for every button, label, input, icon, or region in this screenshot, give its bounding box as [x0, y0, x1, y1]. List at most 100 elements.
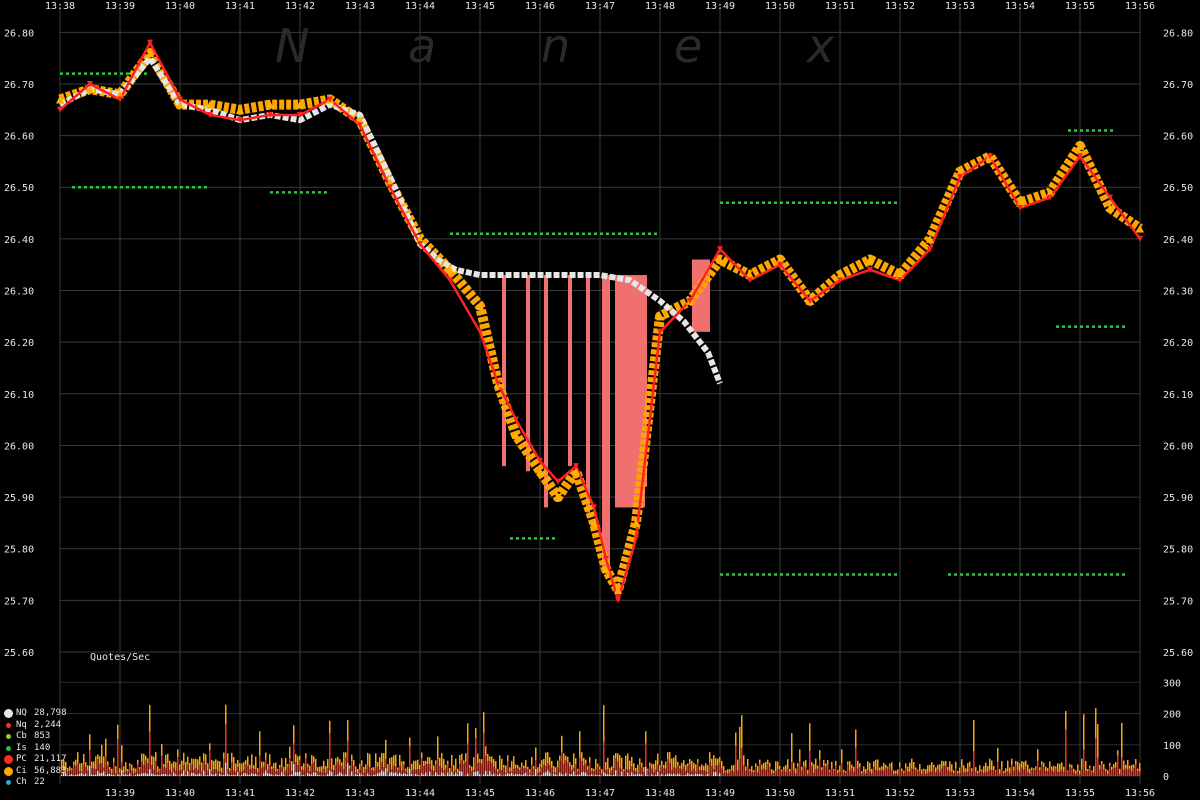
volume-bar	[263, 766, 265, 776]
volume-bar	[783, 769, 785, 776]
volume-bar	[301, 775, 303, 776]
legend-name: Ch	[16, 777, 27, 787]
volume-bar	[467, 773, 469, 776]
legend-dot-icon	[6, 745, 11, 751]
volume-bar	[659, 770, 661, 776]
volume-bar	[495, 768, 497, 776]
volume-bar	[861, 773, 863, 776]
x-tick-label: 13:48	[645, 788, 675, 799]
volume-bar	[499, 773, 501, 776]
volume-bar	[605, 761, 607, 776]
legend-name: Nq	[16, 719, 27, 730]
volume-bar	[189, 770, 191, 776]
volume-bar	[165, 774, 167, 776]
volume-bar	[733, 771, 735, 776]
volume-bar	[231, 775, 233, 776]
volume-bar	[973, 751, 975, 776]
volume-bar	[883, 762, 885, 776]
volume-bar	[347, 740, 349, 776]
volume-bar	[203, 770, 205, 776]
volume-bar	[731, 770, 733, 776]
nq-point	[777, 261, 783, 268]
volume-bar	[141, 773, 143, 776]
volume-bar	[907, 771, 909, 776]
volume-bar	[101, 772, 103, 776]
nq-point	[573, 463, 579, 470]
volume-bar	[949, 761, 951, 776]
volume-bar	[205, 764, 207, 776]
volume-bar	[371, 770, 373, 776]
ci-point	[476, 302, 484, 311]
volume-bar	[991, 760, 993, 776]
volume-bar	[831, 768, 833, 776]
volume-bar	[113, 762, 115, 776]
volume-bar	[151, 764, 153, 776]
x-tick-label: 13:44	[405, 1, 435, 12]
volume-bar	[685, 764, 687, 776]
volume-bar	[391, 757, 393, 776]
volume-bar	[513, 774, 515, 776]
volume-bar	[597, 766, 599, 776]
volume-bar	[357, 773, 359, 776]
legend-dot-icon	[4, 709, 13, 719]
volume-bar	[671, 770, 673, 776]
volume-bar	[677, 765, 679, 776]
volume-bar	[409, 768, 411, 776]
volume-bar	[539, 775, 541, 776]
volume-bar	[1139, 771, 1141, 776]
volume-bar	[85, 766, 87, 776]
volume-bar	[511, 772, 513, 776]
volume-bar	[309, 774, 311, 776]
volume-bar	[327, 773, 329, 776]
volume-bar	[169, 760, 171, 776]
volume-bar	[93, 775, 95, 776]
volume-bar	[583, 765, 585, 776]
volume-bar	[355, 774, 357, 776]
volume-bar	[363, 772, 365, 776]
volume-bar	[495, 761, 497, 776]
volume-bar	[305, 758, 307, 776]
legend-count: 56,883	[34, 765, 67, 776]
volume-bar	[629, 769, 631, 776]
volume-bar	[429, 771, 431, 776]
volume-bar	[433, 775, 435, 776]
volume-bar	[527, 769, 529, 776]
volume-bar	[1049, 767, 1051, 776]
volume-bar	[459, 771, 461, 776]
volume-bar	[613, 755, 615, 776]
volume-bar	[133, 773, 135, 776]
volume-bar	[417, 775, 419, 776]
volume-bar	[165, 767, 167, 776]
ci-point	[614, 586, 622, 595]
volume-bar	[1045, 770, 1047, 776]
volume-bar	[615, 770, 617, 776]
volume-bar	[867, 769, 869, 776]
volume-bar	[201, 771, 203, 776]
volume-bar	[985, 771, 987, 776]
volume-bar	[609, 767, 611, 776]
volume-bar	[1119, 768, 1121, 776]
volume-bar	[683, 775, 685, 776]
volume-bar	[813, 763, 815, 776]
volume-bar	[1083, 749, 1085, 776]
volume-bar	[1017, 761, 1019, 776]
y-tick-label: 25.60	[1163, 648, 1193, 659]
volume-bar	[413, 760, 415, 776]
volume-bar	[661, 774, 663, 776]
ci-point	[1076, 141, 1084, 150]
volume-bar	[353, 765, 355, 776]
volume-bar	[187, 771, 189, 776]
volume-bar	[391, 771, 393, 776]
volume-bar	[195, 767, 197, 776]
volume-bar	[155, 775, 157, 776]
volume-bar	[171, 763, 173, 776]
volume-bar	[1077, 764, 1079, 776]
volume-bar	[641, 774, 643, 776]
volume-bar	[931, 771, 933, 776]
volume-bar	[1023, 761, 1025, 776]
volume-bar	[225, 724, 227, 776]
ci-point	[116, 90, 124, 99]
volume-bar	[503, 767, 505, 776]
volume-bar	[751, 772, 753, 776]
